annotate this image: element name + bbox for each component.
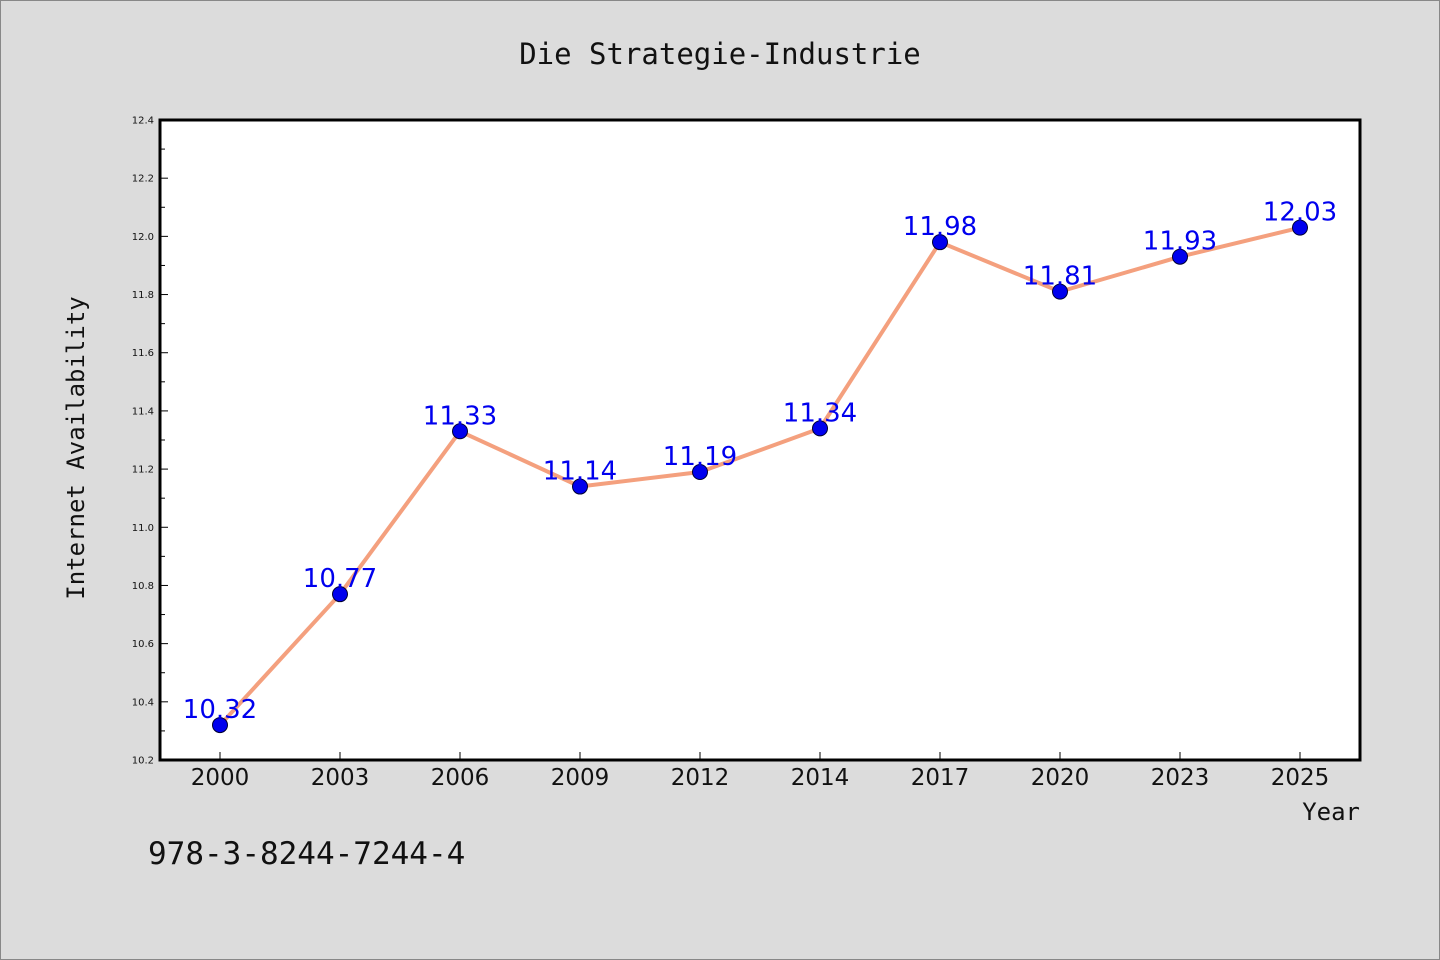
data-point: [932, 234, 948, 251]
data-label: 11.81: [1023, 262, 1097, 292]
y-axis-label: Internet Availability: [62, 296, 90, 599]
data-label: 10.32: [183, 695, 257, 725]
y-tick-label: 11.2: [132, 465, 154, 476]
data-label: 11.34: [783, 398, 857, 428]
plot-frame: [158, 118, 1362, 762]
data-label: 11.14: [543, 457, 617, 487]
x-axis-ticks: 2000 2003 2006 2009 2012 2014 2017 2020 2023 2025: [191, 752, 1330, 791]
x-tick-label: 2023: [1151, 765, 1210, 791]
data-label: 11.19: [663, 442, 737, 472]
y-tick-label: 11.0: [132, 523, 154, 534]
y-axis-ticks: 10.2 10.4 10.6 10.8 11.0 11.2 11.4 11.6 11.8 12.0…: [132, 116, 168, 767]
x-tick-label: 2003: [311, 765, 370, 791]
data-point: [572, 478, 588, 495]
y-tick-label: 12.4: [132, 116, 154, 127]
data-label: 10.77: [303, 564, 377, 594]
x-tick-label: 2012: [671, 765, 730, 791]
x-tick-label: 2017: [911, 765, 970, 791]
x-tick-label: 2006: [431, 765, 490, 791]
x-tick-label: 2009: [551, 765, 610, 791]
data-label: 11.98: [903, 212, 977, 242]
y-tick-label: 10.6: [132, 639, 154, 650]
y-tick-label: 11.6: [132, 348, 154, 359]
y-tick-label: 11.8: [132, 290, 154, 301]
data-label: 11.33: [423, 401, 497, 431]
data-point: [692, 464, 708, 480]
x-tick-label: 2025: [1271, 765, 1330, 791]
series-layer: 10.32 10.77 11.33 11.14 11.19 11.34 11.98 11.81…: [183, 198, 1337, 734]
data-point: [1292, 219, 1308, 236]
data-point: [212, 717, 228, 734]
data-label: 11.93: [1143, 227, 1217, 257]
data-point: [332, 586, 348, 603]
data-point: [812, 420, 828, 437]
y-tick-label: 11.4: [132, 406, 154, 417]
x-tick-label: 2014: [791, 765, 850, 791]
x-tick-label: 2020: [1031, 765, 1090, 791]
chart-title: Die Strategie-Industrie: [519, 37, 921, 71]
y-tick-label: 10.4: [132, 697, 154, 708]
y-tick-label: 10.2: [132, 756, 154, 767]
x-tick-label: 2000: [191, 765, 250, 791]
isbn-text: 978-3-8244-7244-4: [148, 836, 465, 872]
series-line: [218, 225, 1302, 728]
data-point: [452, 423, 468, 440]
y-tick-label: 12.0: [132, 232, 154, 243]
data-label: 12.03: [1263, 198, 1337, 228]
data-point: [1052, 283, 1068, 300]
y-tick-label: 10.8: [132, 581, 154, 592]
y-tick-label: 12.2: [132, 174, 154, 185]
data-point: [1172, 248, 1188, 265]
x-axis-label: Year: [1302, 798, 1360, 826]
plot-area: [160, 120, 1360, 760]
